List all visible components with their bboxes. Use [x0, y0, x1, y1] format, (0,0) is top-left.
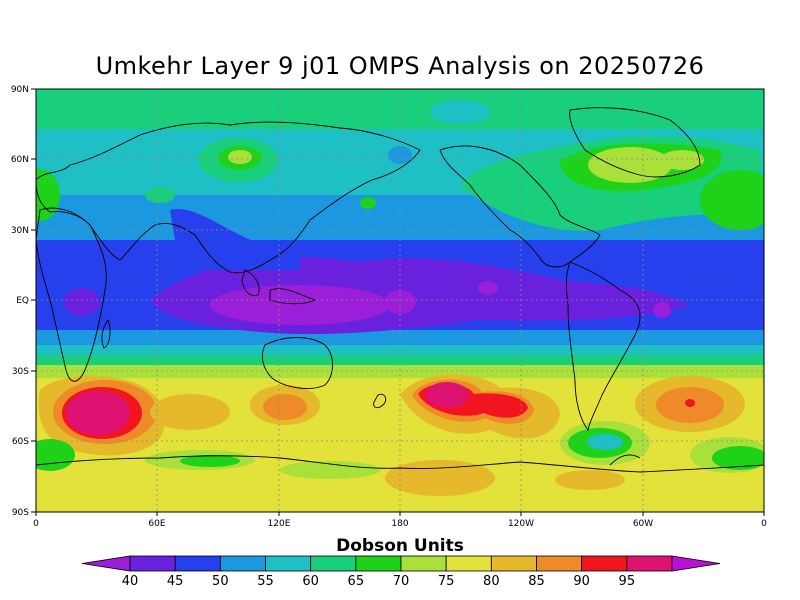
- colorbar-swatch: [129, 555, 176, 572]
- colorbar-swatch: [536, 555, 583, 572]
- colorbar-swatch: [626, 555, 673, 572]
- colorbar-swatch: [355, 555, 402, 572]
- colorbar-level-label: 60: [302, 574, 319, 589]
- tick-marks: [31, 88, 765, 516]
- colorbar-swatch: [581, 555, 628, 572]
- lon-label-0-left: 0: [33, 519, 39, 529]
- colorbar-level-label: 70: [393, 574, 410, 589]
- colorbar-swatch: [490, 555, 537, 572]
- longitude-labels: 0 60E 120E 180 120W 60W 0: [33, 519, 767, 529]
- lon-label-120e: 120E: [268, 519, 291, 529]
- colorbar-swatch: [400, 555, 447, 572]
- lat-label-60n: 60N: [11, 155, 29, 165]
- colorbar: 40 45 50 55 60 65 70 75 80 85 90 95: [81, 555, 721, 589]
- colorbar-level-label: 65: [348, 574, 365, 589]
- colorbar-swatch: [310, 555, 357, 572]
- coastlines: [36, 107, 764, 473]
- lat-label-60s: 60S: [12, 437, 29, 447]
- lon-label-180: 180: [391, 519, 408, 529]
- colorbar-below-triangle: [81, 555, 131, 572]
- colorbar-swatch: [265, 555, 312, 572]
- latitude-labels: 90N 60N 30N EQ 30S 60S 90S: [11, 85, 29, 518]
- colorbar-level-label: 85: [528, 574, 545, 589]
- colorbar-level-label: 80: [483, 574, 500, 589]
- lon-label-0-right: 0: [761, 519, 767, 529]
- gridlines: [36, 89, 764, 512]
- lat-label-30n: 30N: [11, 226, 29, 236]
- colorbar-swatch: [174, 555, 221, 572]
- lat-label-90n: 90N: [11, 85, 29, 95]
- colorbar-level-label: 75: [438, 574, 455, 589]
- colorbar-level-label: 95: [619, 574, 636, 589]
- lat-label-30s: 30S: [12, 367, 29, 377]
- colorbar-title: Dobson Units: [336, 536, 464, 556]
- map-title: Umkehr Layer 9 j01 OMPS Analysis on 2025…: [95, 52, 705, 80]
- colorbar-level-label: 40: [122, 574, 139, 589]
- colorbar-level-label: 55: [257, 574, 274, 589]
- lon-label-120w: 120W: [508, 519, 534, 529]
- lat-label-90s: 90S: [12, 508, 29, 518]
- lon-label-60w: 60W: [633, 519, 653, 529]
- colorbar-above-triangle: [671, 555, 721, 572]
- colorbar-swatch: [445, 555, 492, 572]
- colorbar-level-label: 50: [212, 574, 229, 589]
- colorbar-swatch: [219, 555, 266, 572]
- lon-label-60e: 60E: [148, 519, 165, 529]
- lat-label-eq: EQ: [16, 296, 29, 306]
- colorbar-level-label: 90: [573, 574, 590, 589]
- colorbar-level-label: 45: [167, 574, 184, 589]
